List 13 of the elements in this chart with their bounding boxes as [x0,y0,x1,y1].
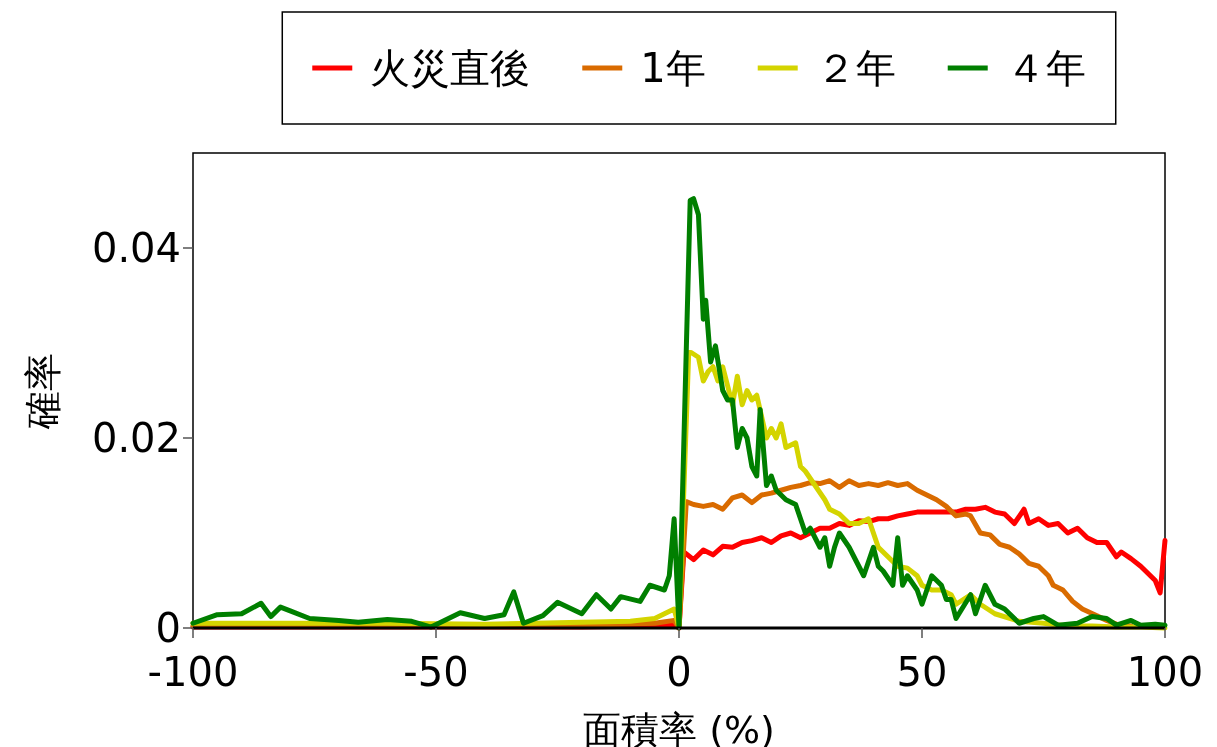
x-tick-label: -100 [147,649,239,695]
legend-label: 火災直後 [370,45,531,91]
x-tick-label: 0 [666,649,692,695]
y-tick-label: 0.02 [91,415,181,461]
legend-label: 1年 [640,45,706,91]
x-tick-label: -50 [403,649,469,695]
x-tick-label: 50 [896,649,948,695]
y-tick-label: 0 [155,605,181,651]
legend-label: ２年 [815,45,896,91]
legend-label: ４年 [1005,45,1086,91]
x-tick-label: 100 [1126,649,1204,695]
y-tick-label: 0.04 [91,225,181,271]
y-axis-title: 確率 [21,352,65,430]
